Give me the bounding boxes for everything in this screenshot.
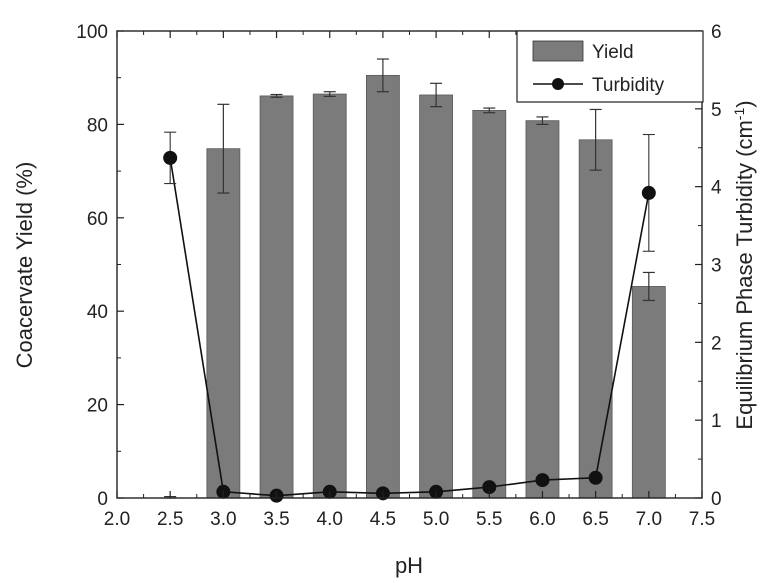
legend-yield-label: Yield: [592, 42, 634, 63]
legend-turbidity-marker: [552, 78, 564, 90]
legend-yield-swatch: [532, 40, 584, 62]
yield-bar: [472, 109, 507, 499]
yield-bar: [259, 95, 294, 499]
turbidity-point: [588, 470, 603, 485]
yield-bar: [419, 94, 453, 499]
yield-bars: [206, 74, 666, 499]
legend-turbidity-label: Turbidity: [592, 75, 665, 96]
y2-tick-label: 5: [711, 100, 722, 121]
y2-axis-title-main: Equilibrium Phase Turbidity (cm: [732, 120, 757, 429]
axis-ticks: 2.0 2.5 3.0 3.5 4.0 4.5 5.0 5.5 6.0 6.5 7.0 7.50204…: [76, 22, 722, 530]
x-tick-label: 4.0: [317, 509, 343, 530]
y2-tick-label: 3: [711, 256, 722, 277]
yield-bar: [631, 286, 666, 499]
y2-axis-title-superscript: -1: [731, 108, 747, 121]
x-tick-label: 2.0: [104, 509, 130, 530]
y-tick-label: 40: [87, 302, 108, 323]
legend: Yield Turbidity: [516, 30, 704, 103]
turbidity-point: [163, 150, 178, 165]
yield-bar: [206, 148, 241, 499]
yield-bar: [366, 74, 400, 499]
y-tick-label: 80: [87, 115, 108, 136]
y2-tick-label: 4: [711, 178, 722, 199]
x-tick-label: 4.5: [370, 509, 396, 530]
turbidity-point: [641, 185, 656, 200]
yield-bar: [312, 93, 347, 499]
x-axis-title: pH: [395, 553, 423, 578]
turbidity-point: [535, 473, 550, 488]
y-tick-label: 20: [87, 396, 108, 417]
x-tick-label: 5.5: [476, 509, 502, 530]
x-tick-label: 6.5: [582, 509, 608, 530]
y-axis-title: Coacervate Yield (%): [12, 162, 37, 369]
y2-tick-label: 1: [711, 411, 722, 432]
yield-bar: [525, 120, 560, 499]
x-tick-label: 3.5: [263, 509, 289, 530]
y-tick-label: 60: [87, 209, 108, 230]
y-tick-label: 0: [97, 489, 108, 510]
y2-tick-label: 0: [711, 489, 722, 510]
turbidity-line-path: [169, 157, 650, 497]
turbidity-point: [482, 480, 497, 495]
y2-tick-label: 6: [711, 22, 722, 43]
y2-axis-title: Equilibrium Phase Turbidity (cm-1): [731, 100, 757, 429]
y-tick-label: 100: [76, 22, 108, 43]
x-tick-label: 6.0: [529, 509, 555, 530]
x-tick-label: 5.0: [423, 509, 449, 530]
y2-axis-title-close: ): [732, 100, 757, 107]
x-tick-label: 3.0: [210, 509, 236, 530]
x-tick-label: 2.5: [157, 509, 183, 530]
yield-bar: [578, 139, 613, 499]
y2-tick-label: 2: [711, 333, 722, 354]
x-tick-label: 7.0: [636, 509, 662, 530]
yield-error-bars: [164, 58, 655, 499]
x-tick-label: 7.5: [689, 509, 715, 530]
